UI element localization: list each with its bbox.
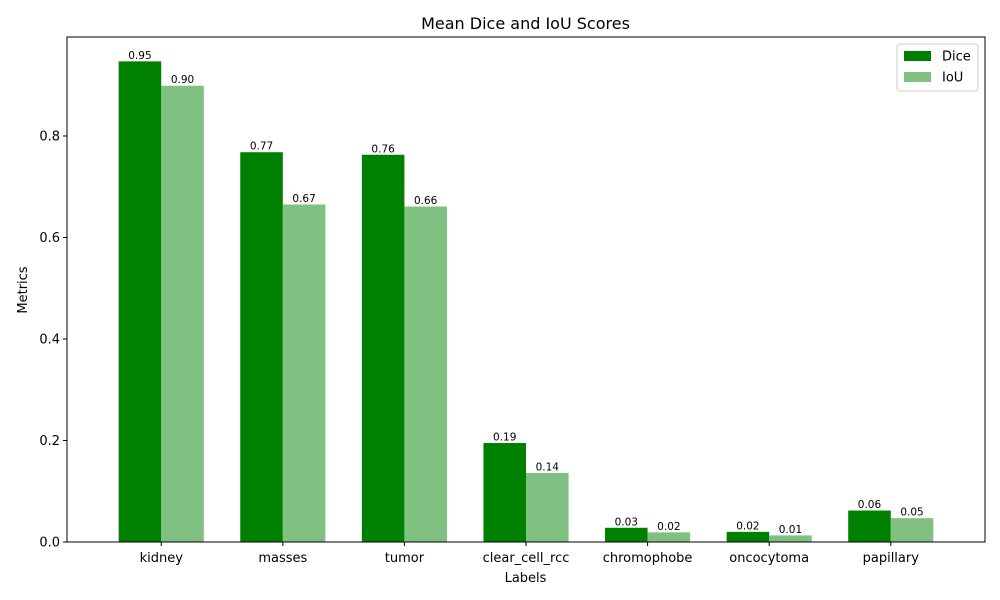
legend-swatch-iou <box>904 72 931 82</box>
x-tick-label-clear_cell_rcc: clear_cell_rcc <box>483 551 570 566</box>
data-label-iou-tumor: 0.66 <box>414 195 438 207</box>
y-tick-label: 0.8 <box>39 129 60 144</box>
x-tick-label-masses: masses <box>258 551 307 566</box>
legend-label-dice: Dice <box>942 50 971 65</box>
data-label-dice-masses: 0.77 <box>250 141 273 153</box>
x-axis-label: Labels <box>505 571 547 586</box>
data-label-iou-clear_cell_rcc: 0.14 <box>536 461 560 473</box>
bar-iou-kidney <box>161 85 204 542</box>
data-label-iou-kidney: 0.90 <box>171 74 194 86</box>
bar-dice-clear_cell_rcc <box>483 443 526 542</box>
x-tick-label-oncocytoma: oncocytoma <box>729 551 809 566</box>
y-tick-label: 0.2 <box>39 434 60 449</box>
data-label-iou-papillary: 0.05 <box>900 507 923 519</box>
bar-dice-chromophobe <box>605 527 648 542</box>
legend-swatch-dice <box>904 51 931 61</box>
bar-iou-masses <box>282 204 326 543</box>
chart-title: Mean Dice and IoU Scores <box>421 14 630 33</box>
x-tick-label-tumor: tumor <box>385 551 425 566</box>
x-tick-label-chromophobe: chromophobe <box>603 551 693 566</box>
bar-dice-tumor <box>361 154 405 542</box>
data-label-iou-chromophobe: 0.02 <box>657 521 680 533</box>
data-label-dice-clear_cell_rcc: 0.19 <box>493 432 516 444</box>
bar-iou-clear_cell_rcc <box>526 472 569 542</box>
y-tick-label: 0.0 <box>39 536 60 551</box>
y-axis: 0.0 0.2 0.4 0.6 0.8 <box>39 129 67 551</box>
bar-iou-papillary <box>890 518 934 542</box>
bar-iou-oncocytoma <box>769 535 812 542</box>
data-label-iou-masses: 0.67 <box>292 193 315 205</box>
legend: Dice IoU <box>896 43 979 92</box>
y-axis-label: Metrics <box>16 266 31 313</box>
x-tick-label-papillary: papillary <box>863 551 920 566</box>
data-labels-group: 0.95 0.77 0.76 0.19 0.03 0.02 0.06 0.90 0.67 0.66… <box>128 50 923 536</box>
y-tick-label: 0.4 <box>39 332 60 347</box>
data-label-dice-chromophobe: 0.03 <box>615 516 638 528</box>
data-label-dice-oncocytoma: 0.02 <box>736 520 759 532</box>
bar-dice-kidney <box>118 61 162 543</box>
bars-group <box>118 61 934 543</box>
bar-dice-masses <box>240 152 283 542</box>
x-tick-label-kidney: kidney <box>140 551 184 566</box>
y-tick-label: 0.6 <box>39 231 60 246</box>
bar-dice-papillary <box>848 510 891 542</box>
bar-iou-chromophobe <box>647 532 691 542</box>
data-label-dice-papillary: 0.06 <box>858 499 882 511</box>
bar-iou-tumor <box>404 206 447 542</box>
data-label-iou-oncocytoma: 0.01 <box>779 524 802 536</box>
x-axis: kidney masses tumor clear_cell_rcc chromopho… <box>140 542 920 566</box>
bar-dice-oncocytoma <box>726 531 770 542</box>
data-label-dice-kidney: 0.95 <box>128 50 151 62</box>
data-label-dice-tumor: 0.76 <box>371 143 395 155</box>
legend-label-iou: IoU <box>942 71 963 86</box>
